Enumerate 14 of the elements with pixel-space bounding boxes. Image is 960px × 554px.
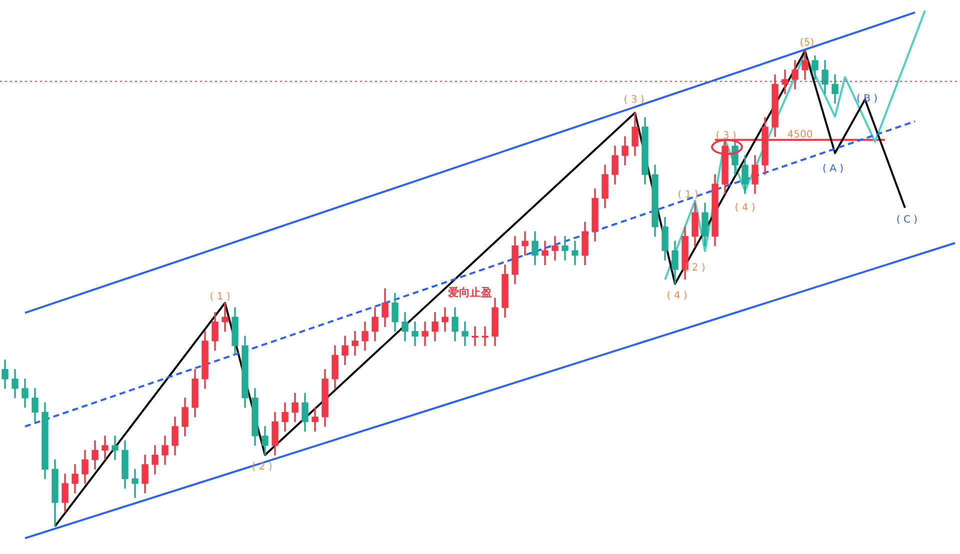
annotation: ( B )	[856, 94, 878, 105]
annotation: ( 4 )	[666, 290, 688, 302]
annotation: ( 2 )	[252, 462, 272, 473]
annotation: 爱向止盈	[447, 286, 492, 299]
annotation: ( 3 )	[716, 130, 736, 142]
annotation: 4500	[787, 130, 813, 141]
annotation: ( 4 )	[734, 202, 756, 214]
text: (5)	[800, 38, 814, 49]
annotation: ( C )	[896, 214, 918, 226]
annotation: ( 1 )	[210, 292, 230, 303]
annotation: ( 2 )	[684, 262, 706, 274]
annotation: ( 3 )	[624, 94, 644, 106]
annotation: ( A )	[822, 164, 844, 175]
annotation: ( 1 )	[678, 190, 698, 201]
